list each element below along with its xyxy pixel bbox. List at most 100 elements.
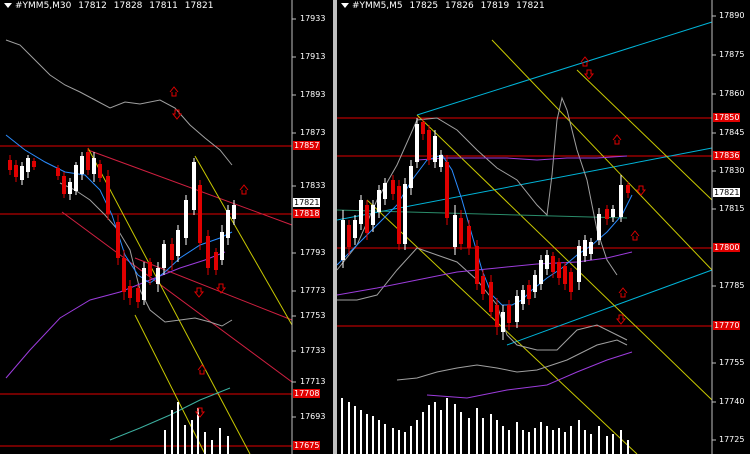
- level-label: 17836: [713, 151, 741, 160]
- price-tick: 17785: [719, 281, 745, 290]
- ohlc-high: 17828: [113, 1, 143, 11]
- candle-bullish: [353, 220, 357, 238]
- chart-header: #YMM5,M30 17812 17828 17811 17821: [4, 1, 217, 11]
- trend-channel-line[interactable]: [491, 39, 713, 271]
- candle-bullish: [68, 182, 72, 194]
- candle-bullish: [619, 185, 623, 217]
- candle-bullish: [377, 190, 381, 212]
- candle-bullish: [415, 124, 419, 162]
- candle-bullish: [74, 165, 78, 191]
- arrow-down-icon: [194, 407, 206, 418]
- candle-bearish: [8, 160, 12, 170]
- candle-bullish: [92, 158, 96, 174]
- candle-bearish: [391, 180, 395, 194]
- price-tick: 17725: [719, 435, 745, 444]
- candle-bullish: [192, 162, 196, 210]
- candle-bullish: [142, 268, 146, 300]
- candlestick-series: [8, 148, 236, 308]
- candle-bearish: [86, 152, 90, 170]
- candle-bullish: [521, 290, 525, 304]
- candle-bullish: [80, 156, 84, 174]
- price-tick: 17793: [300, 248, 326, 257]
- moving-average-line: [109, 387, 231, 441]
- candle-bullish: [403, 184, 407, 244]
- candle-bullish: [226, 210, 230, 238]
- trend-channel-line[interactable]: [87, 149, 293, 226]
- candle-bullish: [545, 255, 549, 269]
- arrow-down-icon: [193, 287, 205, 298]
- candle-bearish: [32, 161, 36, 167]
- price-tick: 17755: [719, 358, 745, 367]
- candle-bullish: [184, 200, 188, 238]
- price-tick: 17860: [719, 89, 745, 98]
- candle-bearish: [569, 272, 573, 292]
- candle-bearish: [56, 168, 60, 176]
- candle-bullish: [220, 232, 224, 260]
- candle-bullish: [515, 296, 519, 322]
- price-tick: 17845: [719, 128, 745, 137]
- chart-window-m5[interactable]: #YMM5,M5 17825 17826 17819 17821 17890 1…: [337, 0, 750, 454]
- volume-bars: [164, 402, 229, 454]
- candle-bearish: [475, 246, 479, 284]
- candle-bearish: [427, 130, 431, 160]
- arrow-down-icon: [215, 283, 227, 294]
- level-label: 17857: [293, 141, 321, 150]
- trend-channel-line[interactable]: [134, 257, 293, 321]
- price-tick: 17833: [300, 181, 326, 190]
- ohlc-open: 17825: [409, 1, 439, 11]
- price-tick: 17693: [300, 412, 326, 421]
- candle-bullish: [589, 242, 593, 254]
- candle-bearish: [347, 225, 351, 247]
- trend-channel-line[interactable]: [416, 21, 713, 116]
- trend-channel-line[interactable]: [61, 211, 293, 383]
- chart-window-m30[interactable]: #YMM5,M30 17812 17828 17811 17821 17933 …: [0, 0, 333, 454]
- arrow-up-icon: [612, 134, 622, 145]
- price-tick: 17713: [300, 377, 326, 386]
- chart-menu-icon[interactable]: [341, 3, 349, 8]
- ohlc-open: 17812: [78, 1, 107, 11]
- candle-bearish: [14, 165, 18, 177]
- candle-bearish: [495, 305, 499, 327]
- candle-bearish: [106, 176, 110, 214]
- candle-bearish: [98, 164, 102, 178]
- candle-bearish: [421, 122, 425, 134]
- chart-canvas-m30[interactable]: [0, 0, 333, 454]
- trend-channel-line[interactable]: [87, 147, 251, 454]
- arrow-down-icon: [615, 314, 627, 325]
- chart-canvas-m5[interactable]: [337, 0, 750, 454]
- chart-menu-icon[interactable]: [4, 3, 12, 8]
- candle-bearish: [170, 244, 174, 260]
- level-label: 17708: [293, 389, 321, 398]
- price-tick: 17933: [300, 14, 326, 23]
- candle-bearish: [206, 236, 210, 268]
- trend-channel-line[interactable]: [576, 69, 713, 201]
- arrow-up-icon: [580, 56, 590, 67]
- trend-channel-line[interactable]: [416, 114, 713, 401]
- candle-bullish: [433, 136, 437, 162]
- candle-bearish: [527, 285, 531, 299]
- candle-bullish: [156, 268, 160, 284]
- trend-channel-line[interactable]: [506, 269, 713, 346]
- candle-bullish: [371, 205, 375, 225]
- candle-bullish: [597, 214, 601, 240]
- trend-channel-line[interactable]: [194, 155, 293, 326]
- symbol-label: #YMM5,M30: [15, 1, 72, 11]
- candle-bullish: [409, 166, 413, 188]
- trend-channel-line[interactable]: [134, 314, 206, 454]
- candle-bullish: [533, 275, 537, 292]
- arrow-up-icon: [239, 184, 249, 195]
- candle-bearish: [467, 226, 471, 248]
- candle-bearish: [136, 288, 140, 302]
- ohlc-high: 17826: [445, 1, 474, 11]
- current-price-label: 17821: [713, 188, 741, 197]
- candle-bearish: [507, 305, 511, 323]
- candle-bearish: [397, 186, 401, 244]
- candle-bullish: [583, 240, 587, 256]
- candle-bearish: [365, 205, 369, 233]
- price-tick: 17740: [719, 397, 745, 406]
- moving-average-line: [426, 351, 633, 399]
- signal-arrows: [169, 86, 249, 418]
- candle-bullish: [359, 200, 363, 224]
- candle-bullish: [453, 215, 457, 247]
- window-divider[interactable]: [333, 0, 337, 454]
